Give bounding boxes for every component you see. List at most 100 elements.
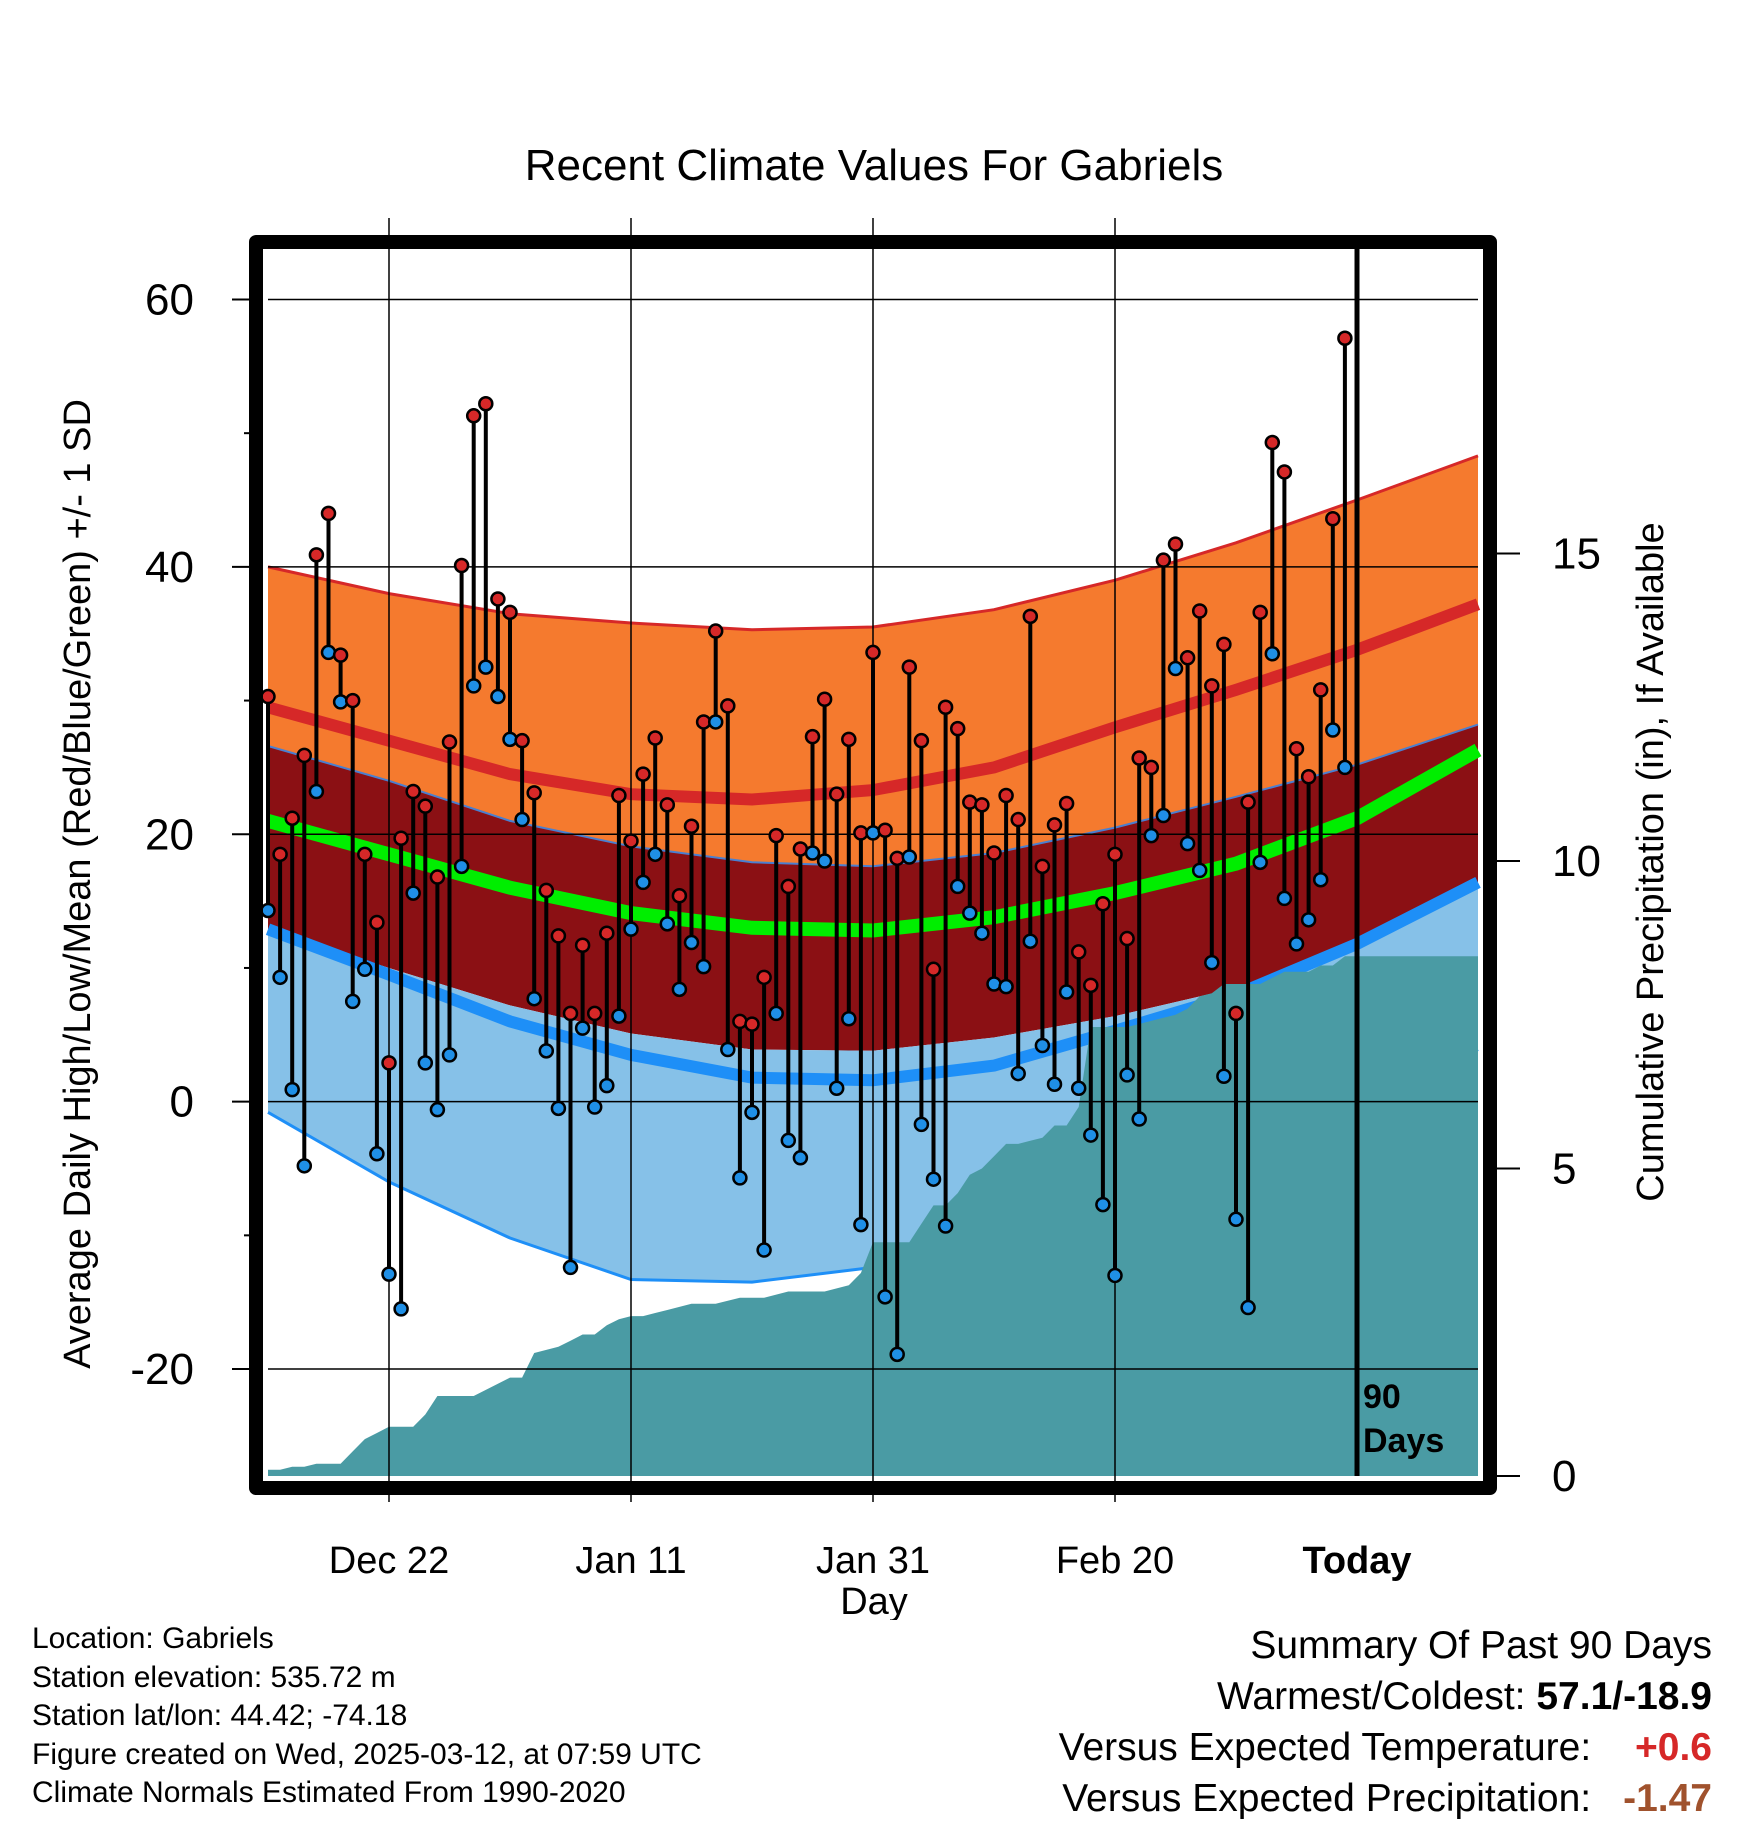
daily-high-point: [720, 698, 736, 714]
daily-low-point: [441, 1047, 458, 1063]
daily-low-point: [695, 958, 712, 975]
daily-low-point: [1058, 984, 1075, 1000]
daily-low-point: [1264, 646, 1281, 662]
y-tick-label: 0: [170, 1078, 194, 1127]
precip-row: Versus Expected Precipitation: -1.47: [1059, 1773, 1712, 1824]
daily-high-point: [453, 557, 470, 574]
daily-high-point: [1083, 977, 1099, 994]
daily-low-point: [320, 644, 337, 661]
latlon-text: Station lat/lon: 44.42; -74.18: [32, 1699, 408, 1732]
daily-high-point: [780, 878, 797, 895]
daily-high-point: [417, 798, 434, 814]
daily-low-point: [949, 878, 966, 895]
daily-low-point: [417, 1055, 434, 1071]
daily-low-point: [925, 1171, 942, 1187]
daily-high-point: [1058, 795, 1075, 812]
daily-high-point: [732, 1013, 748, 1030]
daily-low-point: [1276, 890, 1293, 907]
daily-high-point: [1216, 636, 1232, 653]
daily-high-point: [816, 691, 833, 707]
daily-high-point: [913, 732, 930, 749]
daily-low-point: [623, 921, 639, 937]
y-axis-label-left: Average Daily High/Low/Mean (Red/Blue/Gr…: [57, 399, 99, 1369]
x-tick-label: Jan 31: [816, 1540, 930, 1582]
daily-low-point: [865, 825, 881, 841]
daily-high-point: [1264, 434, 1281, 451]
daily-high-point: [1240, 794, 1256, 810]
precip-area: [268, 956, 1478, 1476]
today-marker-label-2: Days: [1363, 1422, 1444, 1460]
daily-high-point: [381, 1055, 397, 1071]
daily-high-point: [405, 783, 421, 800]
daily-low-point: [490, 688, 506, 705]
daily-high-point: [768, 827, 784, 844]
station-info: Location: Gabriels Station elevation: 53…: [32, 1620, 702, 1813]
daily-high-point: [671, 888, 688, 904]
daily-low-point: [1204, 954, 1220, 971]
temp-value: +0.6: [1635, 1726, 1712, 1769]
daily-high-point: [962, 794, 978, 810]
daily-high-point: [550, 928, 567, 944]
daily-low-point: [550, 1100, 567, 1117]
daily-high-point: [1252, 604, 1268, 621]
daily-low-point: [647, 846, 663, 863]
daily-high-point: [308, 547, 325, 563]
plot-area: 90 Days -20 0 20 40 60 0 5 10 15 Dec 22 Jan 11 Jan 31…: [130, 218, 1601, 1582]
summary-panel: Summary Of Past 90 Days Warmest/Coldest:…: [1059, 1620, 1712, 1824]
daily-low-point: [538, 1043, 555, 1059]
daily-low-point: [1070, 1080, 1087, 1097]
daily-low-point: [1131, 1111, 1147, 1127]
daily-low-point: [841, 1011, 857, 1027]
daily-high-point: [393, 830, 409, 847]
daily-low-point: [962, 905, 978, 921]
daily-low-point: [284, 1081, 300, 1098]
daily-low-point: [1083, 1127, 1099, 1143]
daily-low-point: [369, 1146, 385, 1162]
daily-low-point: [453, 858, 470, 875]
daily-high-point: [344, 692, 361, 709]
daily-high-point: [828, 786, 845, 802]
daily-low-point: [659, 916, 676, 932]
daily-high-point: [260, 688, 276, 705]
daily-low-point: [816, 853, 833, 869]
daily-low-point: [732, 1170, 748, 1186]
daily-low-point: [574, 1020, 591, 1036]
daily-high-point: [357, 846, 373, 863]
daily-high-point: [998, 787, 1014, 804]
daily-low-point: [937, 1218, 954, 1234]
daily-high-point: [1095, 896, 1111, 912]
warmest-label: Warmest/Coldest:: [1217, 1675, 1526, 1718]
daily-high-point: [744, 1016, 760, 1032]
daily-low-point: [780, 1132, 797, 1149]
daily-low-point: [405, 885, 421, 901]
daily-low-point: [744, 1104, 760, 1121]
daily-low-point: [1325, 722, 1341, 738]
daily-high-point: [465, 408, 482, 424]
y-tick-label: -20: [130, 1345, 194, 1394]
daily-low-point: [1155, 807, 1172, 824]
daily-low-point: [877, 1289, 893, 1305]
daily-low-point: [344, 993, 361, 1010]
daily-low-point: [889, 1346, 905, 1363]
plot-frame: [249, 235, 1497, 1495]
daily-low-point: [357, 961, 373, 978]
daily-low-point: [1228, 1211, 1244, 1228]
daily-high-point: [538, 882, 555, 899]
daily-high-point: [1179, 650, 1196, 666]
precip-label: Versus Expected Precipitation:: [1062, 1777, 1592, 1820]
daily-high-point: [756, 969, 772, 986]
daily-high-point: [901, 659, 918, 675]
daily-high-point: [1046, 817, 1063, 833]
daily-low-point: [1046, 1076, 1063, 1093]
daily-high-point: [1143, 759, 1160, 776]
daily-high-point: [1300, 769, 1317, 785]
daily-high-point: [877, 822, 893, 838]
daily-high-point: [1107, 846, 1123, 863]
daily-low-point: [1107, 1267, 1123, 1284]
daily-low-point: [465, 678, 482, 694]
daily-low-point: [683, 934, 700, 951]
daily-high-point: [272, 846, 288, 863]
daily-low-point: [1167, 660, 1184, 677]
daily-high-point: [369, 914, 385, 931]
daily-low-point: [1252, 854, 1268, 871]
